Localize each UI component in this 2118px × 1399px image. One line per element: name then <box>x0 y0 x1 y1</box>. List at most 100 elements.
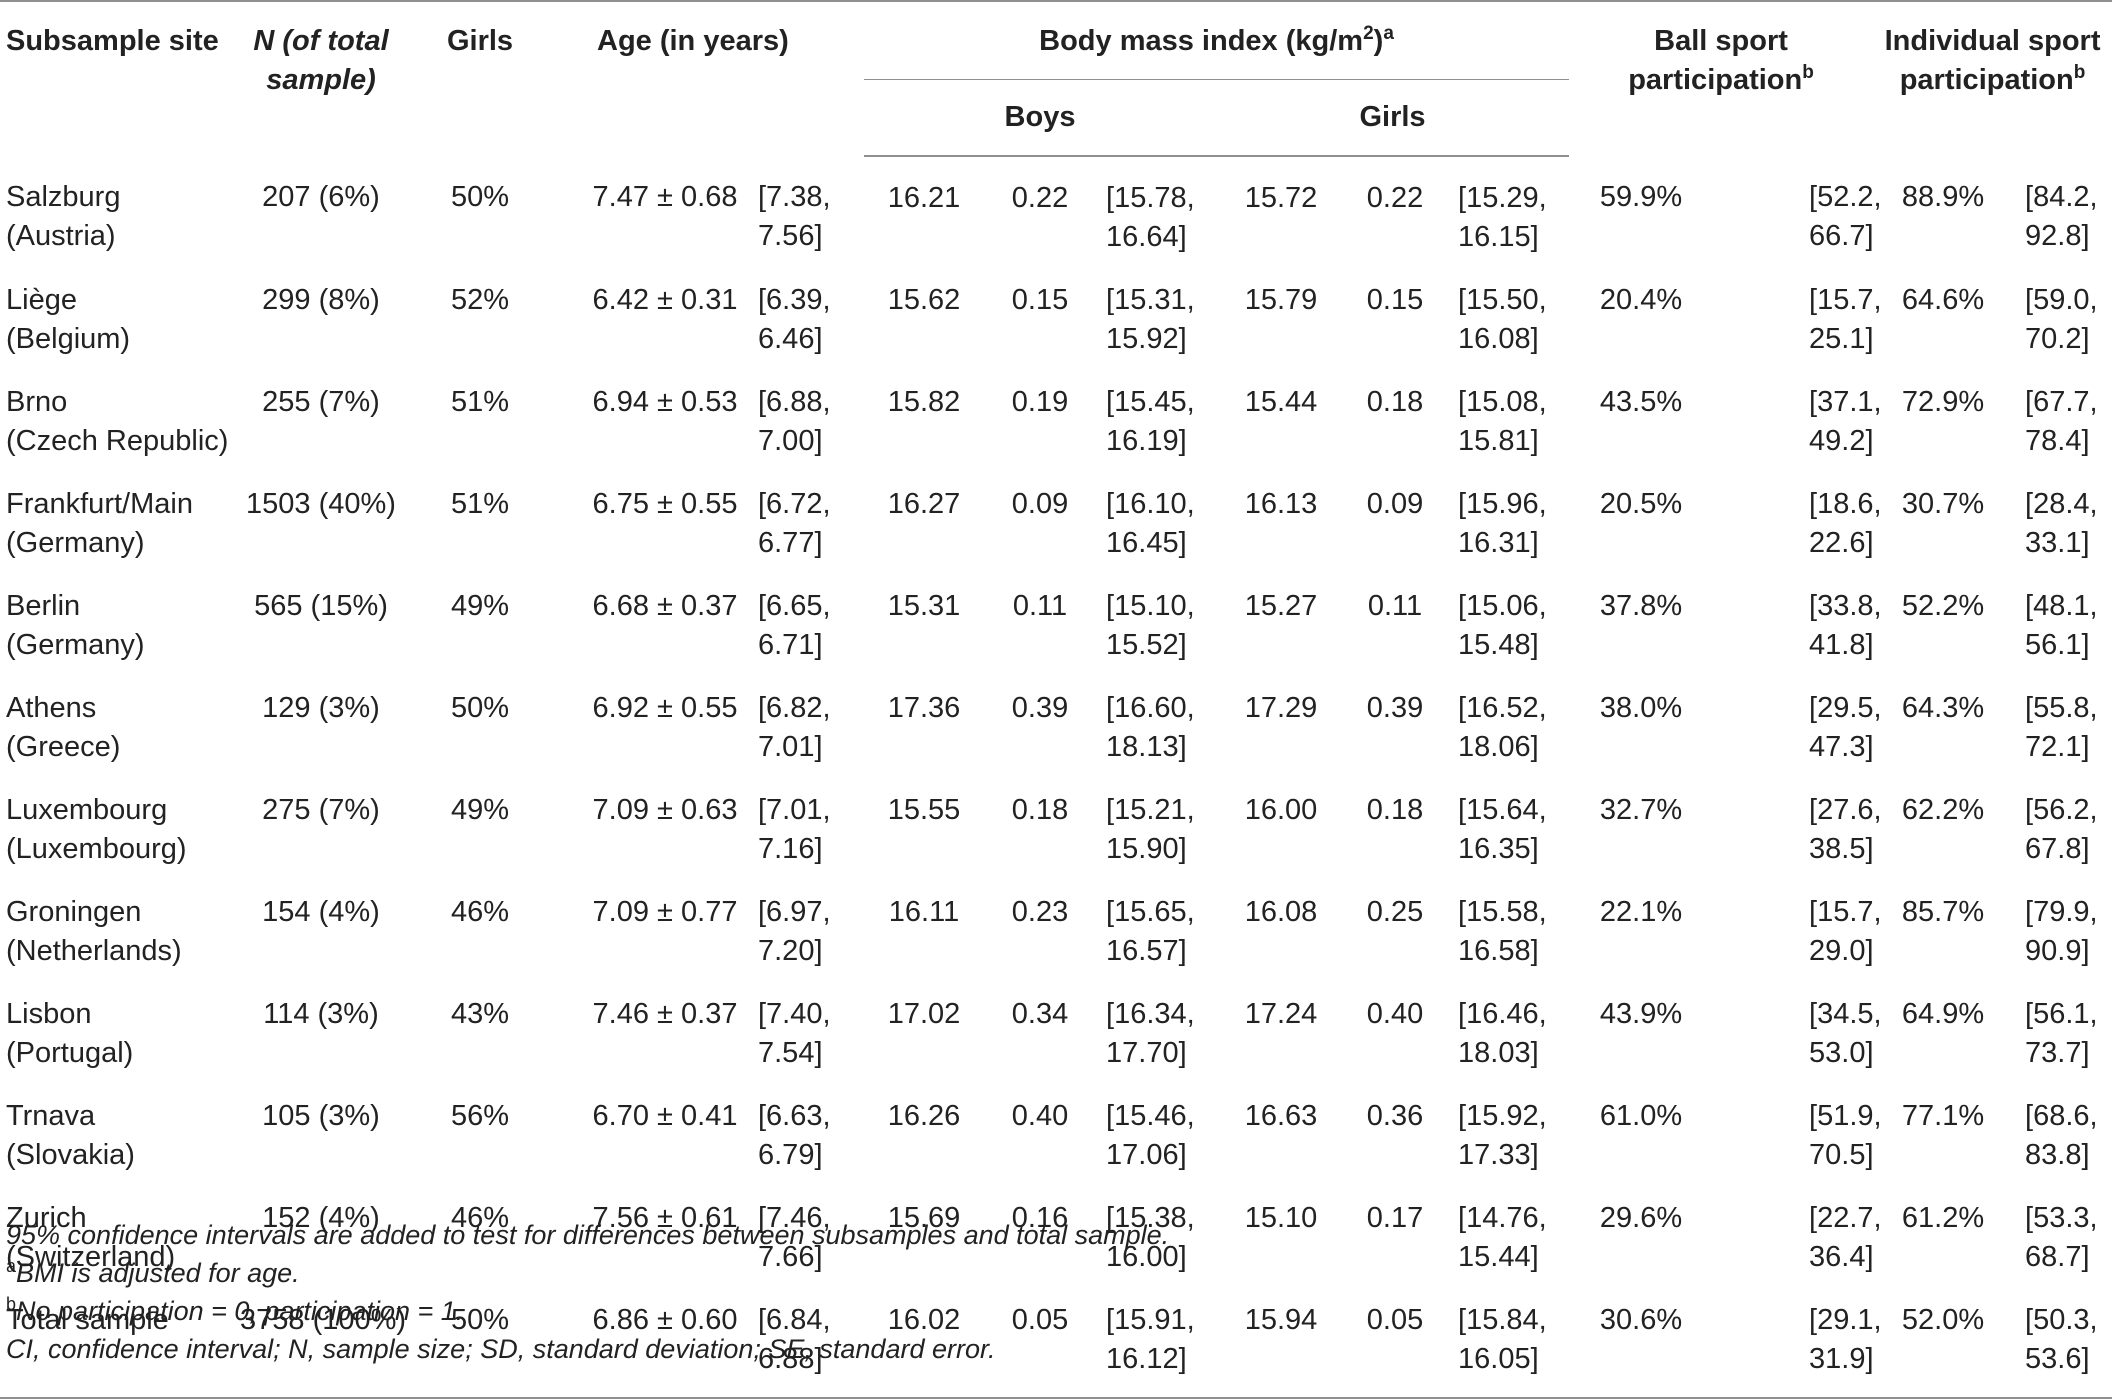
cell-bmi-girls-ci: [15.50, 16.08] <box>1444 259 1569 361</box>
cell-bmi-girls-mean-line-1: 15.44 <box>1244 386 1318 418</box>
cell-bmi-girls-mean: 17.24 <box>1216 973 1346 1075</box>
cell-ball-ci: [51.9, 70.5] <box>1713 1075 1882 1177</box>
cell-bmi-girls-ci-line-2: 16.15] <box>1458 221 1539 253</box>
cell-individual-pct: 62.2% <box>1873 769 2013 871</box>
cell-bmi-girls-se: 0.36 <box>1346 1075 1444 1177</box>
cell-ball-pct-line-1: 29.6% <box>1599 1202 1683 1234</box>
cell-ball-ci-line-2: 31.9] <box>1809 1343 1874 1375</box>
cell-ball-ci: [18.6, 22.6] <box>1713 463 1882 565</box>
footnote-a-mark: a <box>6 1256 17 1276</box>
cell-bmi-girls-mean: 15.10 <box>1216 1177 1346 1279</box>
cell-ball-pct-line-1: 30.6% <box>1599 1304 1683 1336</box>
cell-bmi-girls-se-line-1: 0.39 <box>1366 692 1424 724</box>
cell-bmi-girls-mean: 15.27 <box>1216 565 1346 667</box>
header-ball-note: b <box>1802 62 1814 83</box>
cell-age-mean-sd: 6.92 ± 0.55 <box>558 667 738 769</box>
cell-ball-ci-line-2: 41.8] <box>1809 629 1874 661</box>
cell-individual-pct-line-1: 30.7% <box>1901 488 1985 520</box>
cell-bmi-boys-mean: 16.27 <box>864 463 984 565</box>
cell-site-line-1: Liège <box>6 284 77 316</box>
cell-bmi-boys-ci: [15.10, 15.52] <box>1096 565 1216 667</box>
cell-bmi-boys-mean-line-1: 15.55 <box>887 794 961 826</box>
cell-bmi-boys-ci-line-2: 15.90] <box>1106 833 1187 865</box>
cell-bmi-boys-se-line-1: 0.18 <box>1011 794 1069 826</box>
cell-bmi-boys-ci: [16.10, 16.45] <box>1096 463 1216 565</box>
cell-site: Zurich (Switzerland) <box>0 1177 240 1279</box>
cell-n-line-1: 3758 (100%) <box>240 1304 407 1336</box>
cell-girls-pct: 49% <box>402 769 558 871</box>
cell-site: Liège (Belgium) <box>0 259 240 361</box>
cell-individual-pct-line-1: 88.9% <box>1901 181 1985 213</box>
cell-ball-ci: [52.2, 66.7] <box>1713 156 1882 259</box>
cell-bmi-girls-ci: [15.64, 16.35] <box>1444 769 1569 871</box>
cell-bmi-girls-ci-line-1: [14.76, <box>1458 1202 1547 1234</box>
cell-age-ci-line-1: [6.97, <box>758 896 831 928</box>
cell-bmi-girls-mean-line-1: 15.94 <box>1244 1304 1318 1336</box>
cell-bmi-boys-mean-line-1: 15.82 <box>887 386 961 418</box>
cell-bmi-boys-ci-line-2: 16.19] <box>1106 425 1187 457</box>
cell-site-line-2: (Portugal) <box>6 1037 134 1069</box>
cell-age-ci-line-1: [7.01, <box>758 794 831 826</box>
cell-bmi-girls-se: 0.25 <box>1346 871 1444 973</box>
header-bmi-note: a <box>1383 23 1394 44</box>
cell-bmi-boys-mean-line-1: 17.36 <box>887 692 961 724</box>
cell-individual-pct: 64.3% <box>1873 667 2013 769</box>
table-row: Liège (Belgium) 299 (8%) 52% 6.42 ± 0.31 [6.3… <box>0 259 2112 361</box>
cell-ball-pct-line-1: 59.9% <box>1599 181 1683 213</box>
cell-individual-ci-line-2: 56.1] <box>2025 629 2090 661</box>
cell-ball-ci: [37.1, 49.2] <box>1713 361 1882 463</box>
cell-bmi-girls-ci-line-2: 16.31] <box>1458 527 1539 559</box>
cell-bmi-girls-ci-line-2: 18.06] <box>1458 731 1539 763</box>
cell-individual-ci-line-1: [67.7, <box>2025 386 2098 418</box>
cell-bmi-boys-mean-line-1: 15.69 <box>887 1202 961 1234</box>
cell-bmi-boys-se: 0.34 <box>984 973 1096 1075</box>
cell-bmi-girls-ci-line-1: [15.29, <box>1458 182 1547 214</box>
cell-bmi-girls-se-line-1: 0.40 <box>1366 998 1424 1030</box>
cell-bmi-boys-mean: 15.31 <box>864 565 984 667</box>
cell-n: 1503 (40%) <box>240 463 402 565</box>
cell-bmi-boys-se-line-1: 0.09 <box>1011 488 1069 520</box>
cell-age-mean-sd-line-1: 6.92 ± 0.55 <box>592 692 738 724</box>
cell-bmi-girls-se-line-1: 0.17 <box>1366 1202 1424 1234</box>
cell-individual-ci: [53.3, 68.7] <box>2013 1177 2112 1279</box>
footnote-b-text: No participation = 0, participation = 1. <box>16 1296 464 1326</box>
header-bmi-exponent: 2 <box>1363 23 1374 44</box>
cell-bmi-boys-ci: [15.46, 17.06] <box>1096 1075 1216 1177</box>
header-n: N (of total sample) <box>240 0 402 156</box>
header-site: Subsample site <box>0 0 240 156</box>
table-row: Trnava (Slovakia) 105 (3%) 56% 6.70 ± 0.41 [6… <box>0 1075 2112 1177</box>
cell-age-ci: [7.38, 7.56] <box>738 156 864 259</box>
cell-bmi-girls-ci-line-1: [15.50, <box>1458 284 1547 316</box>
cell-n-line-1: 152 (4%) <box>262 1202 380 1234</box>
cell-n: 565 (15%) <box>240 565 402 667</box>
cell-bmi-girls-se-line-1: 0.18 <box>1366 794 1424 826</box>
cell-ball-pct: 32.7% <box>1569 769 1713 871</box>
cell-bmi-boys-se-line-1: 0.34 <box>1011 998 1069 1030</box>
cell-bmi-boys-ci: [15.78, 16.64] <box>1096 156 1216 259</box>
cell-age-ci-line-1: [6.39, <box>758 284 831 316</box>
cell-age-ci-line-2: 6.79] <box>758 1139 823 1171</box>
cell-girls-pct: 51% <box>402 463 558 565</box>
header-bmi-close: ) <box>1373 25 1384 57</box>
cell-ball-pct-line-1: 61.0% <box>1599 1100 1683 1132</box>
cell-bmi-girls-ci: [15.92, 17.33] <box>1444 1075 1569 1177</box>
cell-age-mean-sd: 6.42 ± 0.31 <box>558 259 738 361</box>
cell-bmi-boys-ci: [15.45, 16.19] <box>1096 361 1216 463</box>
cell-bmi-boys-ci: [15.38, 16.00] <box>1096 1177 1216 1279</box>
cell-bmi-girls-ci-line-2: 15.44] <box>1458 1241 1539 1273</box>
cell-bmi-boys-se-line-1: 0.19 <box>1011 386 1069 418</box>
cell-age-ci-line-2: 7.56] <box>758 220 823 252</box>
cell-bmi-girls-se-line-1: 0.18 <box>1366 386 1424 418</box>
cell-individual-pct: 64.9% <box>1873 973 2013 1075</box>
cell-bmi-girls-ci-line-1: [15.92, <box>1458 1100 1547 1132</box>
cell-age-mean-sd-line-1: 6.68 ± 0.37 <box>592 590 738 622</box>
cell-bmi-girls-mean-line-1: 15.79 <box>1244 284 1318 316</box>
cell-site-line-1: Zurich <box>6 1202 87 1234</box>
cell-individual-ci: [55.8, 72.1] <box>2013 667 2112 769</box>
cell-bmi-boys-se: 0.18 <box>984 769 1096 871</box>
cell-ball-pct: 43.5% <box>1569 361 1713 463</box>
header-ball-label: Ball sport participation <box>1628 25 1803 96</box>
cell-age-mean-sd-line-1: 7.09 ± 0.77 <box>592 896 738 928</box>
cell-age-ci: [6.65, 6.71] <box>738 565 864 667</box>
